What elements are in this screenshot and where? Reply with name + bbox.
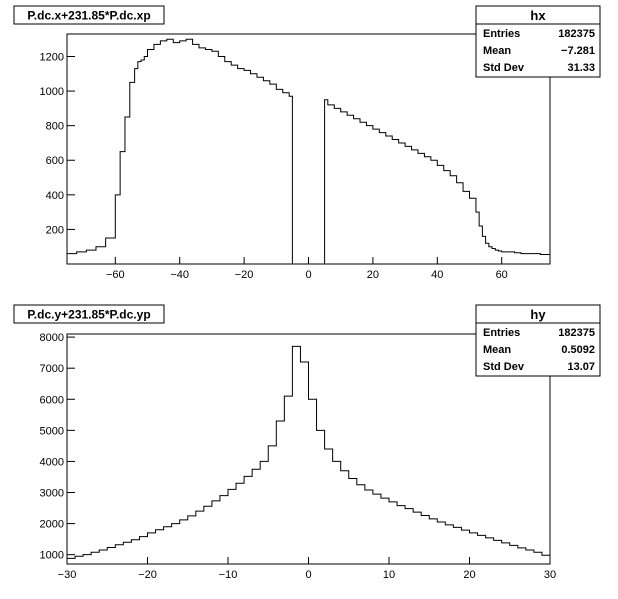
y-tick-label: 3000 bbox=[40, 488, 64, 500]
y-tick-label: 5000 bbox=[40, 425, 64, 437]
y-tick-label: 1000 bbox=[40, 86, 64, 98]
axis-ticks-hy: −30 −20 −10 0 10 20 30 1000 2000 3000 4000 5000 6000… bbox=[40, 332, 557, 581]
stats-value-entries-hy: 182375 bbox=[558, 327, 595, 339]
x-tick-label: 60 bbox=[496, 269, 508, 281]
histogram-panel-hx: P.dc.x+231.85*P.dc.xp −60 −40 −20 0 20 40 60 20… bbox=[13, 5, 601, 281]
x-tick-label: 40 bbox=[431, 269, 443, 281]
stats-label-entries-hx: Entries bbox=[483, 28, 520, 40]
stats-value-stddev-hx: 31.33 bbox=[567, 62, 595, 74]
stats-box-hy: hy Entries 182375 Mean 0.5092 Std Dev 13… bbox=[475, 304, 601, 377]
x-tick-label: 0 bbox=[305, 269, 311, 281]
stats-label-stddev-hy: Std Dev bbox=[483, 361, 525, 373]
y-tick-label: 600 bbox=[46, 155, 64, 167]
histogram-line-hy bbox=[67, 345, 550, 559]
stats-label-entries-hy: Entries bbox=[483, 327, 520, 339]
y-tick-label: 400 bbox=[46, 190, 64, 202]
stats-box-hx: hx Entries 182375 Mean −7.281 Std Dev 31… bbox=[475, 5, 601, 78]
axis-ticks-hx: −60 −40 −20 0 20 40 60 200 400 600 800 1000 1200 bbox=[40, 51, 508, 281]
stats-name-hx: hx bbox=[530, 8, 546, 23]
stats-value-stddev-hy: 13.07 bbox=[567, 361, 595, 373]
title-box-hy bbox=[13, 304, 165, 324]
y-tick-label: 6000 bbox=[40, 394, 64, 406]
stats-label-mean-hx: Mean bbox=[483, 45, 511, 57]
y-tick-label: 1200 bbox=[40, 51, 64, 63]
x-tick-label: −60 bbox=[106, 269, 125, 281]
y-tick-label: 2000 bbox=[40, 519, 64, 531]
x-tick-label: −10 bbox=[219, 569, 238, 581]
stats-label-stddev-hx: Std Dev bbox=[483, 62, 525, 74]
stats-value-entries-hx: 182375 bbox=[558, 28, 595, 40]
x-tick-label: 10 bbox=[383, 569, 395, 581]
y-tick-label: 800 bbox=[46, 121, 64, 133]
y-tick-label: 8000 bbox=[40, 332, 64, 344]
x-tick-label: −30 bbox=[58, 569, 77, 581]
title-box-hx bbox=[13, 5, 165, 25]
x-tick-label: 20 bbox=[463, 569, 475, 581]
chart-title-hy: P.dc.y+231.85*P.dc.yp bbox=[27, 308, 150, 322]
x-tick-label: −20 bbox=[235, 269, 254, 281]
stats-value-mean-hx: −7.281 bbox=[561, 45, 595, 57]
chart-title-hx: P.dc.x+231.85*P.dc.xp bbox=[27, 9, 150, 23]
x-tick-label: 30 bbox=[544, 569, 556, 581]
histogram-line-hx bbox=[67, 38, 550, 265]
stats-value-mean-hy: 0.5092 bbox=[561, 344, 595, 356]
histogram-panel-hy: P.dc.y+231.85*P.dc.yp −30 −20 −10 0 10 20 30 10… bbox=[13, 304, 601, 581]
x-tick-label: 0 bbox=[305, 569, 311, 581]
x-tick-label: 20 bbox=[367, 269, 379, 281]
stats-label-mean-hy: Mean bbox=[483, 344, 511, 356]
y-tick-label: 1000 bbox=[40, 550, 64, 562]
y-tick-label: 4000 bbox=[40, 456, 64, 468]
y-tick-label: 7000 bbox=[40, 363, 64, 375]
x-tick-label: −40 bbox=[170, 269, 189, 281]
y-tick-label: 200 bbox=[46, 224, 64, 236]
x-tick-label: −20 bbox=[138, 569, 157, 581]
stats-name-hy: hy bbox=[530, 307, 546, 322]
